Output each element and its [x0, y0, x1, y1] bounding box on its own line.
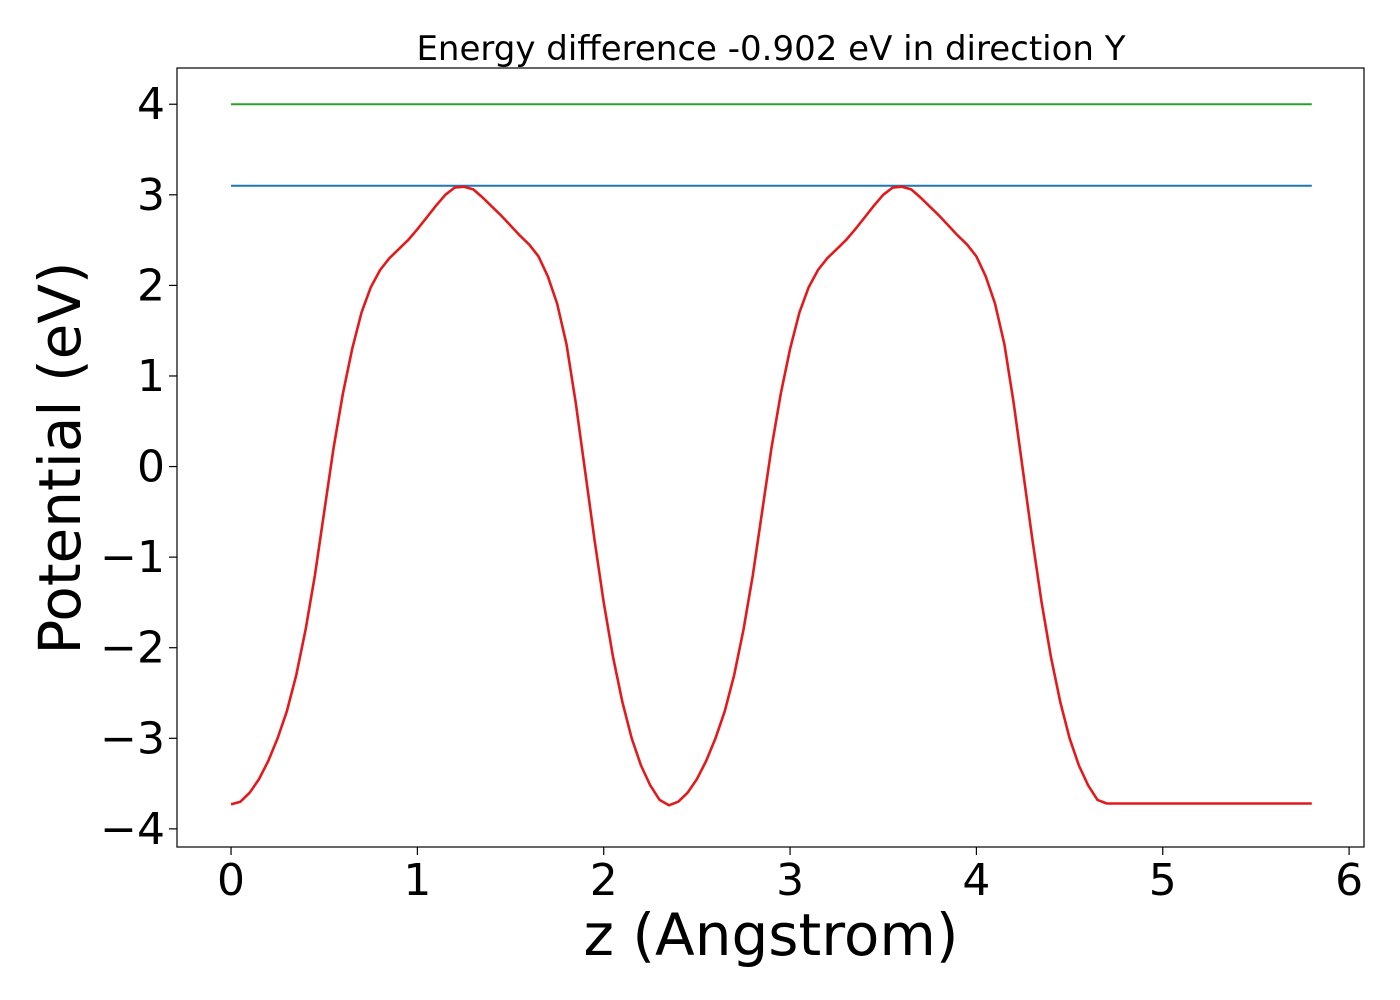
x-tick-label: 6	[1335, 855, 1363, 906]
series-line-3	[230, 185, 1312, 807]
y-tick-label: −2	[100, 623, 165, 674]
chart-title: Energy difference -0.902 eV in direction…	[416, 29, 1125, 69]
y-tick-label: −4	[100, 804, 165, 855]
x-tick-label: 3	[776, 855, 804, 906]
x-tick-label: 5	[1149, 855, 1177, 906]
y-tick-label: 0	[137, 442, 165, 493]
y-tick-label: 3	[137, 170, 165, 221]
plot-frame	[176, 67, 1365, 848]
x-tick-label: 2	[590, 855, 618, 906]
y-axis-label: Potential (eV)	[26, 261, 94, 654]
y-axis-ticks: −4 −3 −2 −1 0 1 2 3 4	[100, 79, 177, 855]
x-tick-label: 0	[217, 855, 245, 906]
y-tick-label: 2	[137, 260, 165, 311]
y-tick-label: −1	[100, 532, 165, 583]
plot-area	[176, 67, 1365, 848]
x-axis-label: z (Angstrom)	[584, 901, 959, 969]
y-tick-label: −3	[100, 713, 165, 764]
y-tick-label: 4	[137, 79, 165, 130]
x-axis-ticks: 0 1 2 3 4 5 6	[217, 847, 1363, 906]
y-tick-label: 1	[137, 351, 165, 402]
x-tick-label: 4	[962, 855, 990, 906]
x-tick-label: 1	[403, 855, 431, 906]
